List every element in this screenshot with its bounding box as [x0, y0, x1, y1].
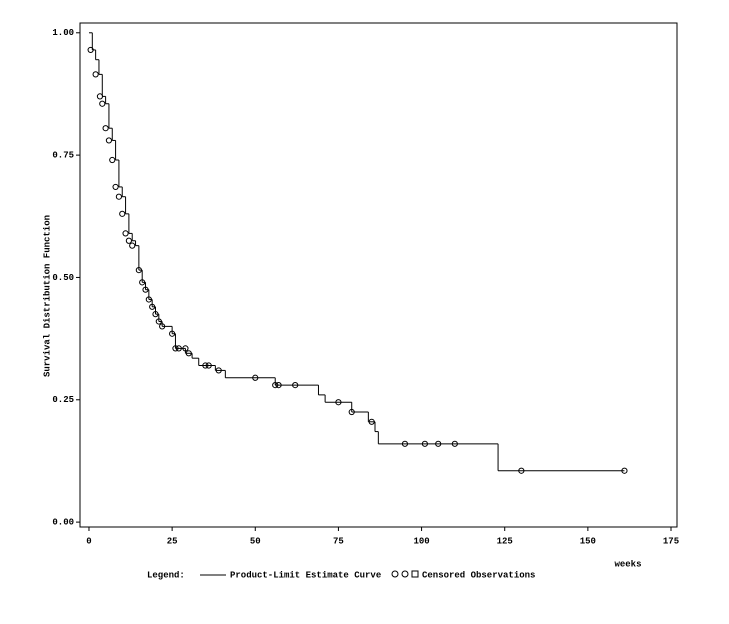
censored-point	[215, 367, 222, 374]
censored-point	[155, 318, 162, 325]
legend-symbol	[411, 570, 419, 578]
censored-point	[92, 71, 99, 78]
censored-point	[185, 350, 192, 357]
x-tick-label: 75	[333, 536, 344, 546]
censored-point	[105, 137, 113, 144]
censored-point	[135, 267, 142, 274]
censored-point	[152, 311, 159, 318]
censored-point	[119, 210, 126, 217]
censored-point	[169, 330, 176, 337]
censored-point	[112, 183, 119, 191]
censored-point	[202, 362, 209, 369]
censored-point	[335, 399, 342, 406]
censored-point	[205, 362, 212, 369]
censored-point	[292, 381, 299, 389]
x-tick-label: 25	[167, 536, 178, 546]
x-tick-label: 175	[663, 536, 679, 546]
censored-point	[435, 440, 442, 447]
plot-frame	[79, 22, 678, 528]
censored-point	[175, 345, 182, 352]
legend-title: Legend:	[147, 570, 185, 580]
censored-point	[145, 296, 152, 303]
y-axis-label: Survival Distribution Function	[42, 215, 52, 377]
censored-point	[451, 440, 458, 447]
censored-point	[172, 345, 179, 352]
x-tick-label: 150	[580, 536, 596, 546]
censored-point	[272, 381, 279, 389]
censored-point	[275, 381, 282, 389]
legend-symbol	[391, 570, 399, 578]
censored-point	[182, 345, 189, 352]
censored-point	[125, 237, 132, 244]
censored-point	[115, 193, 123, 200]
legend-label: Censored Observations	[422, 570, 535, 580]
censored-point	[102, 125, 109, 132]
censored-point	[348, 408, 355, 416]
censored-point	[401, 440, 409, 447]
y-tick-label: 0.75	[52, 150, 74, 160]
legend-symbol	[401, 570, 409, 578]
censored-point	[368, 418, 375, 425]
x-tick-label: 50	[250, 536, 261, 546]
censored-point	[122, 230, 129, 237]
censored-point	[159, 323, 166, 330]
censored-point	[139, 279, 146, 286]
censored-point	[518, 467, 525, 474]
y-tick-label: 0.00	[52, 517, 74, 527]
x-axis-label: weeks	[614, 559, 641, 569]
censored-point	[142, 286, 149, 293]
censored-point	[252, 374, 259, 381]
censored-point	[99, 100, 106, 107]
censored-point	[621, 467, 628, 474]
x-tick-label: 0	[86, 536, 91, 546]
y-tick-label: 0.25	[52, 395, 74, 405]
censored-point	[109, 156, 116, 164]
y-tick-label: 1.00	[52, 28, 74, 38]
y-tick-label: 0.50	[52, 273, 74, 283]
censored-point	[96, 93, 104, 100]
censored-point	[87, 46, 94, 54]
censored-point	[129, 242, 136, 249]
censored-point	[149, 303, 156, 310]
x-tick-label: 100	[413, 536, 429, 546]
legend-label: Product-Limit Estimate Curve	[230, 570, 381, 580]
x-tick-label: 125	[497, 536, 513, 546]
censored-point	[421, 440, 428, 447]
